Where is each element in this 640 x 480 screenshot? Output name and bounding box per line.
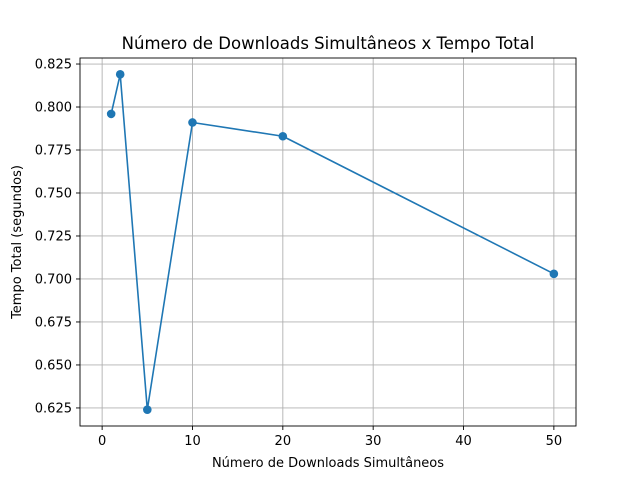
x-tick-label: 50 (546, 434, 563, 449)
data-point (188, 118, 197, 127)
y-tick-label: 0.650 (35, 358, 72, 373)
x-tick-label: 40 (455, 434, 472, 449)
y-tick-label: 0.675 (35, 315, 72, 330)
y-tick-label: 0.725 (35, 229, 72, 244)
y-tick-label: 0.825 (35, 58, 72, 73)
grid (80, 58, 576, 426)
data-point (549, 269, 559, 279)
x-tick-label: 20 (275, 434, 292, 449)
y-tick-label: 0.800 (35, 101, 72, 116)
y-axis: 0.625 0.650 0.675 0.700 0.725 0.750 0.775 0.800… (35, 58, 80, 416)
y-tick-label: 0.700 (35, 272, 72, 287)
x-axis-label: Número de Downloads Simultâneos (212, 456, 444, 471)
x-tick-label: 30 (365, 434, 382, 449)
series-layer (106, 70, 559, 414)
data-point (115, 70, 125, 79)
y-tick-label: 0.625 (35, 401, 72, 416)
x-tick-label: 10 (184, 434, 201, 449)
y-tick-label: 0.775 (35, 144, 72, 159)
data-point (106, 109, 116, 119)
series-line (110, 73, 555, 411)
data-point (278, 131, 288, 141)
data-point (143, 405, 152, 414)
y-axis-label: Tempo Total (segundos) (10, 165, 25, 320)
x-tick-label: 0 (98, 434, 106, 449)
y-tick-label: 0.750 (35, 186, 72, 201)
chart-title: Número de Downloads Simultâneos x Tempo … (122, 34, 535, 53)
x-axis: 0 10 20 30 40 50 (98, 426, 562, 449)
plot-frame (79, 57, 577, 427)
